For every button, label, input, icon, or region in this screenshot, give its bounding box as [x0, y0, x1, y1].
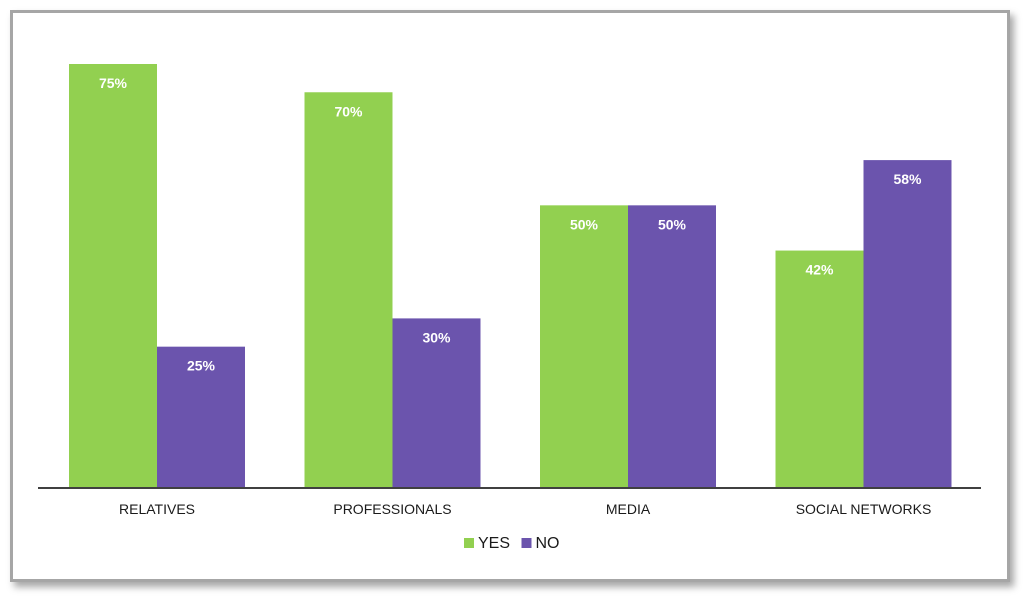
category-label-professionals: PROFESSIONALS — [333, 501, 451, 517]
bar-no-social-networks — [863, 160, 952, 488]
bar-no-professionals — [392, 318, 481, 488]
legend-swatch-yes — [464, 538, 474, 548]
legend-label-yes: YES — [478, 535, 510, 552]
legend-swatch-no — [521, 538, 532, 548]
bar-yes-relatives — [69, 64, 157, 488]
category-label-social-networks: SOCIAL NETWORKS — [796, 501, 932, 517]
data-label-no-media: 50% — [658, 216, 687, 232]
bar-no-relatives — [157, 346, 245, 488]
category-labels: RELATIVES PROFESSIONALS MEDIA SOCIAL NETWOR… — [119, 501, 931, 517]
data-label-yes-relatives: 75% — [99, 75, 128, 91]
bar-yes-media — [540, 205, 628, 489]
bar-no-media — [628, 205, 716, 489]
category-label-media: MEDIA — [606, 501, 651, 517]
bar-yes-professionals — [304, 92, 393, 489]
legend: YES NO — [464, 535, 560, 552]
bars-group: 75% 25% 70% 30% 50% 50% 42% 58% — [69, 64, 952, 489]
data-label-no-professionals: 30% — [422, 329, 451, 345]
data-label-yes-social-networks: 42% — [805, 262, 834, 278]
data-label-yes-professionals: 70% — [334, 103, 363, 119]
legend-label-no: NO — [536, 535, 560, 552]
bar-yes-social-networks — [775, 250, 864, 488]
data-label-no-relatives: 25% — [187, 358, 216, 374]
data-label-no-social-networks: 58% — [893, 171, 922, 187]
category-label-relatives: RELATIVES — [119, 501, 195, 517]
data-label-yes-media: 50% — [570, 216, 599, 232]
